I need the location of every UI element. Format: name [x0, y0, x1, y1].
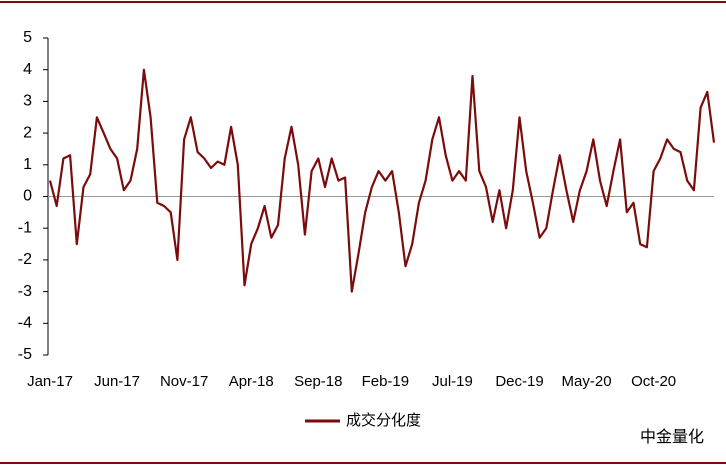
y-tick-label: -4 — [18, 315, 32, 332]
y-tick-label: -1 — [18, 219, 32, 236]
series-line — [48, 68, 716, 293]
y-tick-label: -5 — [18, 346, 32, 363]
x-tick-label: Feb-19 — [362, 373, 410, 390]
x-tick-label: Sep-18 — [294, 373, 342, 390]
x-tick-label: Nov-17 — [160, 373, 208, 390]
x-tick-label: Jul-19 — [432, 373, 473, 390]
y-tick-label: -3 — [18, 283, 32, 300]
y-tick-label: 3 — [23, 93, 32, 110]
y-tick-label: 2 — [23, 124, 32, 141]
x-tick-label: Oct-20 — [631, 373, 676, 390]
legend-label: 成交分化度 — [346, 411, 421, 429]
x-tick-label: Apr-18 — [229, 373, 274, 390]
x-tick-label: Jan-17 — [27, 373, 73, 390]
watermark: 中金量化 — [640, 428, 704, 446]
y-tick-label: 4 — [23, 61, 32, 78]
y-tick-label: 1 — [23, 156, 32, 173]
x-tick-label: Jun-17 — [94, 373, 140, 390]
y-tick-label: 5 — [23, 29, 32, 46]
x-tick-label: Dec-19 — [495, 373, 543, 390]
y-tick-label: 0 — [23, 188, 32, 205]
y-tick-label: -2 — [18, 251, 32, 268]
x-tick-label: May-20 — [562, 373, 612, 390]
